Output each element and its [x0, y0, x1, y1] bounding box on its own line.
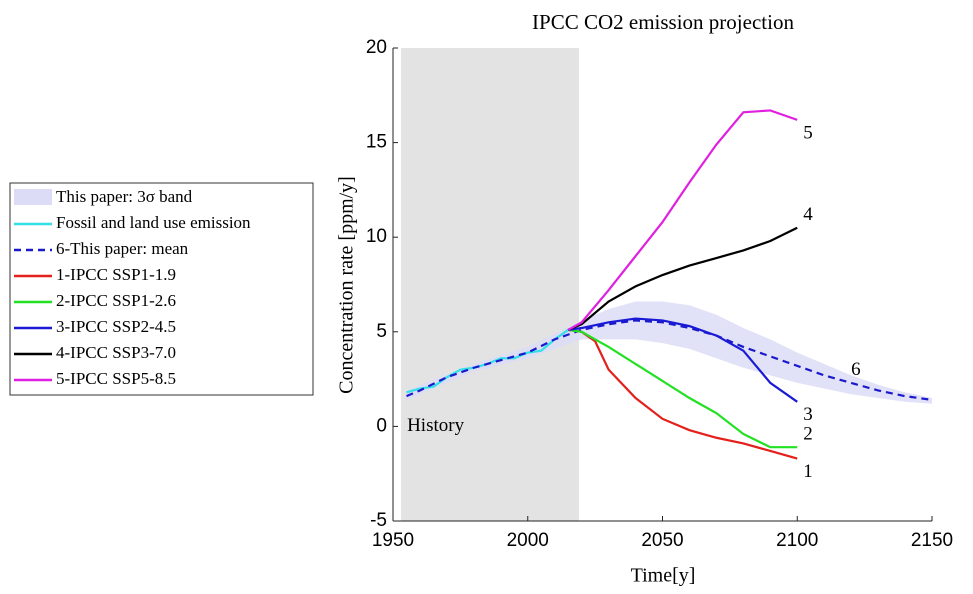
series-line [568, 328, 798, 449]
y-tick-label: -5 [370, 510, 387, 531]
legend-label: 2-IPCC SSP1-2.6 [56, 291, 176, 310]
line-label: 2 [803, 424, 813, 445]
sigma-band [406, 301, 933, 404]
y-axis-label: Concentration rate [ppm/y] [336, 176, 358, 394]
line-label: 3 [803, 404, 813, 425]
series-line [567, 226, 798, 331]
line-label: 5 [803, 122, 813, 143]
history-label: History [407, 415, 465, 436]
history-region [401, 48, 579, 521]
y-tick-label: 10 [366, 226, 387, 247]
legend-label: 3-IPCC SSP2-4.5 [56, 317, 176, 336]
x-tick-label: 2150 [911, 530, 953, 551]
series-line [406, 319, 933, 402]
legend-label: 1-IPCC SSP1-1.9 [56, 265, 176, 284]
legend-label: 4-IPCC SSP3-7.0 [56, 343, 176, 362]
x-tick-label: 2000 [507, 530, 549, 551]
legend-swatch [14, 189, 52, 205]
line-label: 6 [851, 359, 861, 380]
x-tick-label: 1950 [372, 530, 414, 551]
line-label: 1 [803, 461, 813, 482]
legend-label: Fossil and land use emission [56, 213, 251, 232]
legend-box [9, 182, 314, 396]
y-tick-label: 0 [376, 415, 387, 436]
chart-title: IPCC CO2 emission projection [532, 10, 794, 34]
series-line [567, 109, 798, 331]
x-tick-label: 2100 [776, 530, 818, 551]
legend-label: This paper: 3σ band [56, 187, 193, 206]
line-label: 4 [803, 204, 813, 225]
x-tick-label: 2050 [641, 530, 683, 551]
series-line [568, 317, 798, 403]
legend-label: 5-IPCC SSP5-8.5 [56, 369, 176, 388]
y-tick-label: 20 [366, 37, 387, 58]
legend-label: 6-This paper: mean [56, 239, 189, 258]
y-tick-label: 5 [376, 321, 387, 342]
y-tick-label: 15 [366, 132, 387, 153]
x-axis-label: Time[y] [631, 565, 696, 587]
